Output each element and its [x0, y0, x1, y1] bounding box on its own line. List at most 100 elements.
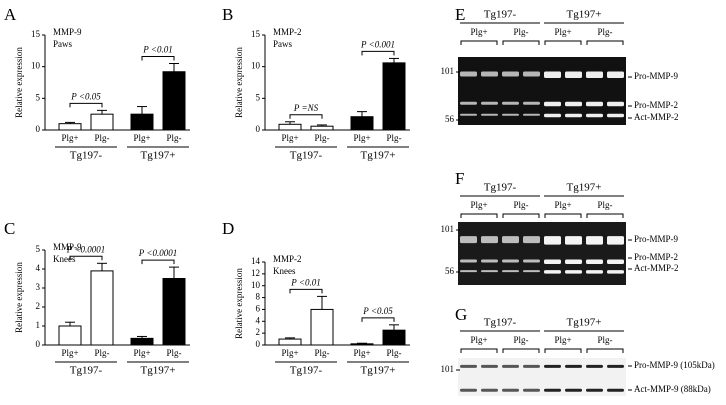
- band-label: Act-MMP-2: [634, 112, 679, 122]
- marker-label: 101: [441, 364, 455, 374]
- significance-label: P =NS: [293, 103, 319, 113]
- significance-label: P <0.0001: [138, 248, 177, 258]
- gel-band: [502, 236, 519, 244]
- group-label: Tg197+: [567, 182, 602, 194]
- gel-band: [544, 364, 561, 368]
- gel-band: [502, 101, 519, 105]
- gel-band: [544, 101, 561, 107]
- significance-bracket: [141, 56, 175, 61]
- x-tick-label: Plg-: [386, 348, 401, 358]
- gel-band: [586, 259, 603, 265]
- y-axis-label: Relative expression: [14, 262, 24, 333]
- gel-band: [607, 71, 624, 78]
- gel-band: [607, 101, 624, 107]
- significance-label: P <0.0001: [66, 244, 105, 254]
- gel-image: [458, 57, 626, 125]
- band-label: Act-MMP-9 (88kDa): [634, 384, 711, 394]
- gel-band: [565, 113, 582, 118]
- lane-label: Plg-: [597, 335, 612, 345]
- bar: [58, 325, 82, 346]
- gel-band: [586, 270, 603, 274]
- gel-band: [565, 270, 582, 274]
- chart-subtitle: Paws: [53, 39, 72, 49]
- gel-band: [481, 364, 498, 368]
- y-axis-label: Relative expression: [14, 47, 24, 118]
- gel-band: [544, 388, 561, 392]
- y-tick-label: 6: [256, 303, 261, 313]
- gel-band: [586, 364, 603, 368]
- gel-band: [460, 101, 477, 105]
- lane-bracket: [586, 213, 624, 218]
- band-label: Pro-MMP-9 (105kDa): [634, 360, 715, 370]
- gel-band: [502, 113, 519, 116]
- chart-title: MMP-2: [273, 254, 302, 264]
- gel-band: [586, 101, 603, 107]
- significance-bracket: [69, 255, 103, 261]
- chart-title: MMP-2: [273, 27, 302, 37]
- gel-image: [458, 222, 626, 285]
- y-tick-label: 10: [251, 280, 261, 290]
- chart-title: MMP-9: [53, 242, 82, 252]
- group-label: Tg197-: [290, 150, 323, 162]
- panel-letter: B: [222, 5, 233, 24]
- band-label: Act-MMP-2: [634, 263, 679, 273]
- bar: [90, 270, 114, 346]
- gel-band: [460, 71, 477, 77]
- y-tick-label: 2: [256, 327, 261, 337]
- bar: [130, 337, 154, 346]
- y-tick-label: 5: [36, 92, 41, 102]
- significance-label: P <0.01: [290, 277, 320, 287]
- marker-label: 101: [441, 66, 455, 76]
- y-tick-label: 10: [251, 61, 261, 71]
- gel-band: [544, 259, 561, 265]
- x-tick-label: Plg-: [94, 133, 109, 143]
- x-tick-label: Plg+: [61, 348, 78, 358]
- bar: [58, 123, 82, 131]
- chart-subtitle: Knees: [273, 266, 296, 276]
- x-tick-label: Plg-: [166, 133, 181, 143]
- bar: [162, 278, 186, 346]
- bar: [278, 123, 302, 131]
- y-tick-label: 14: [251, 256, 261, 266]
- gel-band: [586, 236, 603, 245]
- lane-label: Plg+: [554, 27, 571, 37]
- lane-label: Plg-: [513, 200, 528, 210]
- gel-band: [460, 236, 477, 244]
- gel-band: [502, 71, 519, 77]
- gel-band: [523, 236, 540, 244]
- y-tick-label: 0: [256, 339, 261, 349]
- gel-band: [523, 388, 540, 392]
- panel-letter: F: [455, 169, 464, 188]
- gel-band: [481, 113, 498, 116]
- bar: [350, 116, 374, 131]
- gel-band: [565, 236, 582, 245]
- lane-label: Plg+: [470, 27, 487, 37]
- group-label: Tg197+: [141, 365, 176, 377]
- gel-band: [607, 113, 624, 118]
- significance-label: P <0.05: [362, 306, 393, 316]
- significance-bracket: [289, 114, 323, 119]
- lane-bracket: [586, 40, 624, 45]
- gel-band: [565, 259, 582, 265]
- gel-band: [586, 71, 603, 78]
- y-tick-label: 3: [36, 282, 41, 292]
- group-label: Tg197+: [141, 150, 176, 162]
- lane-bracket: [460, 348, 498, 353]
- y-tick-label: 4: [36, 263, 41, 273]
- lane-bracket: [544, 40, 582, 45]
- lane-bracket: [502, 40, 540, 45]
- gel-band: [565, 71, 582, 78]
- panel-letter: A: [4, 5, 17, 24]
- gel-band: [502, 364, 519, 368]
- marker-label: 56: [445, 114, 455, 124]
- y-tick-label: 1: [36, 320, 41, 330]
- bar: [278, 338, 302, 346]
- gel-band: [607, 364, 624, 368]
- group-label: Tg197-: [484, 317, 517, 329]
- y-tick-label: 15: [31, 29, 41, 39]
- gel-band: [460, 388, 477, 392]
- gel-band: [460, 259, 477, 263]
- gel-band: [607, 270, 624, 274]
- bar: [162, 71, 186, 131]
